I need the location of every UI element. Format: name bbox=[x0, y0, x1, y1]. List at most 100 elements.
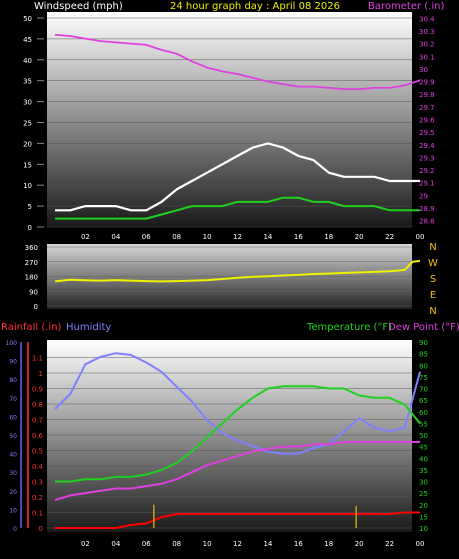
wind-x-tick-label: 22 bbox=[385, 233, 394, 241]
temp-x-tick-label: 14 bbox=[263, 540, 272, 548]
dewpoint-axis-label: Dew Point (°F) bbox=[388, 322, 459, 333]
rain-tick-label: 0.5 bbox=[32, 448, 43, 456]
baro-tick-label: 29.9 bbox=[419, 79, 435, 87]
compass-label: S bbox=[430, 274, 436, 285]
baro-tick-label: 28.9 bbox=[419, 205, 435, 213]
temp-x-tick-label: 12 bbox=[233, 540, 242, 548]
baro-tick-label: 29.4 bbox=[419, 142, 435, 150]
temp-x-tick-label: 20 bbox=[355, 540, 364, 548]
rain-tick-label: 0.4 bbox=[32, 463, 44, 471]
humidity-y-ticks: 0 10 20 30 40 50 60 70 80 90 100 bbox=[6, 340, 18, 533]
temp-tick-label: 55 bbox=[419, 420, 428, 428]
baro-tick-label: 29.2 bbox=[419, 167, 435, 175]
wind-x-tick-label: 14 bbox=[263, 233, 272, 241]
direction-tick-label: 90 bbox=[29, 288, 38, 296]
humidity-tick-label: 50 bbox=[9, 433, 17, 440]
temp-tick-label: 30 bbox=[419, 479, 428, 487]
temp-x-tick-label: 00 bbox=[416, 540, 425, 548]
temperature-axis-label: Temperature (°F) bbox=[306, 322, 392, 333]
temp-x-tick-label: 02 bbox=[81, 540, 90, 548]
temp-x-tick-label: 10 bbox=[203, 540, 212, 548]
humidity-tick-label: 20 bbox=[9, 489, 17, 496]
temp-tick-label: 10 bbox=[419, 525, 428, 533]
humidity-tick-label: 90 bbox=[9, 359, 17, 366]
temp-x-tick-label: 16 bbox=[294, 540, 303, 548]
baro-tick-label: 29.7 bbox=[419, 104, 435, 112]
temp-y-ticks: 10 15 20 25 30 35 40 45 50 55 60 65 70 75 80 85 90 bbox=[419, 339, 428, 533]
wind-plot-area bbox=[47, 12, 412, 227]
baro-tick-label: 30.1 bbox=[419, 53, 435, 61]
baro-tick-label: 29.3 bbox=[419, 154, 435, 162]
rain-tick-label: 0.6 bbox=[32, 432, 44, 440]
series-line-wind-direction bbox=[54, 259, 421, 283]
direction-grid bbox=[47, 246, 412, 307]
wind-tick-label: 15 bbox=[23, 161, 32, 169]
rain-tick-label: 1 bbox=[39, 370, 43, 378]
baro-tick-label: 30.4 bbox=[419, 15, 435, 23]
temp-tick-label: 20 bbox=[419, 502, 428, 510]
wind-x-tick-label: 00 bbox=[416, 233, 425, 241]
wind-x-tick-label: 04 bbox=[111, 233, 120, 241]
humidity-tick-label: 60 bbox=[9, 414, 17, 421]
wind-x-tick-label: 08 bbox=[172, 233, 181, 241]
baro-tick-label: 29.1 bbox=[419, 180, 435, 188]
direction-tick-label: 180 bbox=[25, 274, 38, 282]
temp-tick-label: 90 bbox=[419, 339, 428, 347]
rain-tick-label: 0.2 bbox=[32, 494, 43, 502]
temp-tick-label: 15 bbox=[419, 513, 428, 521]
temp-tick-label: 50 bbox=[419, 432, 428, 440]
wind-x-tick-label: 16 bbox=[294, 233, 303, 241]
wind-series bbox=[54, 33, 421, 220]
wind-x-ticks: 02 04 06 08 10 12 14 16 18 20 22 00 bbox=[81, 233, 425, 241]
wind-tick-label: 20 bbox=[23, 140, 32, 148]
temp-tick-label: 35 bbox=[419, 467, 428, 475]
humidity-tick-label: 30 bbox=[9, 470, 17, 477]
temp-tick-label: 85 bbox=[419, 351, 428, 359]
temp-tick-label: 40 bbox=[419, 455, 428, 463]
baro-tick-label: 29.8 bbox=[419, 91, 435, 99]
temp-x-tick-label: 06 bbox=[142, 540, 151, 548]
wind-tick-label: 10 bbox=[23, 182, 32, 190]
rain-tick-label: 0 bbox=[39, 525, 43, 533]
rain-y-ticks: 0 0.1 0.2 0.3 0.4 0.5 0.6 0.7 0.8 0.9 1 1.1 bbox=[32, 355, 44, 534]
baro-tick-label: 29 bbox=[419, 192, 428, 200]
series-line-gust bbox=[55, 142, 420, 212]
rain-tick-label: 1.1 bbox=[32, 355, 43, 363]
wind-x-tick-label: 06 bbox=[142, 233, 151, 241]
humidity-tick-label: 70 bbox=[9, 396, 17, 403]
wind-y-ticks: 0 5 10 15 20 25 30 35 40 45 50 bbox=[23, 15, 44, 232]
wind-x-tick-label: 10 bbox=[203, 233, 212, 241]
wind-tick-label: 40 bbox=[23, 57, 32, 65]
humidity-tick-label: 100 bbox=[6, 340, 18, 347]
series-line-dew-point bbox=[54, 441, 420, 502]
series-line-average bbox=[55, 196, 420, 220]
humidity-tick-label: 0 bbox=[13, 526, 17, 533]
temp-grid bbox=[20, 342, 412, 529]
wind-x-tick-label: 20 bbox=[355, 233, 364, 241]
wind-tick-label: 5 bbox=[28, 203, 32, 211]
baro-tick-label: 30.3 bbox=[419, 28, 435, 36]
series-line-barometer bbox=[54, 33, 421, 90]
temp-series bbox=[54, 352, 421, 529]
temp-x-tick-label: 18 bbox=[324, 540, 333, 548]
humidity-tick-label: 10 bbox=[9, 507, 17, 514]
baro-axis-label: Barometer (.in) bbox=[368, 1, 444, 12]
compass-label: W bbox=[428, 258, 438, 269]
temp-x-tick-label: 22 bbox=[385, 540, 394, 548]
rain-tick-label: 0.8 bbox=[32, 401, 43, 409]
temp-tick-label: 75 bbox=[419, 374, 428, 382]
wind-x-tick-label: 18 bbox=[324, 233, 333, 241]
temp-tick-label: 80 bbox=[419, 362, 428, 370]
direction-y-ticks: 360 270 180 90 0 bbox=[25, 244, 38, 311]
wind-x-tick-label: 12 bbox=[233, 233, 242, 241]
compass-label: N bbox=[429, 242, 436, 253]
temp-x-tick-label: 08 bbox=[172, 540, 181, 548]
wind-tick-label: 45 bbox=[23, 36, 32, 44]
wind-tick-label: 0 bbox=[28, 224, 32, 232]
series-line-temperature bbox=[55, 385, 421, 483]
direction-tick-label: 0 bbox=[34, 303, 38, 311]
humidity-tick-label: 80 bbox=[9, 377, 17, 384]
